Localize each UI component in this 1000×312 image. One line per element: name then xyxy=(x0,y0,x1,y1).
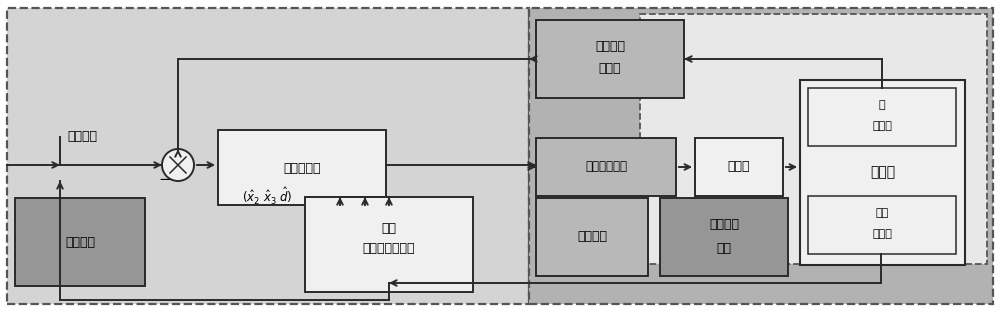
Bar xyxy=(808,88,956,146)
Text: 系统输入: 系统输入 xyxy=(67,130,97,144)
Bar xyxy=(529,8,993,304)
Circle shape xyxy=(162,149,194,181)
Text: 力传感器: 力传感器 xyxy=(595,41,625,53)
Bar xyxy=(536,20,684,98)
Text: 线性: 线性 xyxy=(382,222,396,235)
Text: 伺服阀放大板: 伺服阀放大板 xyxy=(585,160,627,173)
Bar xyxy=(808,196,956,254)
Text: −: − xyxy=(159,173,171,188)
Text: 液压驱动: 液压驱动 xyxy=(709,218,739,232)
Bar xyxy=(800,80,965,265)
Text: 滑模控制器: 滑模控制器 xyxy=(283,162,321,174)
Text: 控制系统: 控制系统 xyxy=(65,236,95,248)
Text: 传感器: 传感器 xyxy=(872,229,892,239)
Text: 伺服阀: 伺服阀 xyxy=(728,160,750,173)
Text: 力: 力 xyxy=(879,100,885,110)
Text: 扩张状态观测器: 扩张状态观测器 xyxy=(363,241,415,255)
Bar xyxy=(695,138,783,196)
Text: $(\hat{x}_2\ \hat{x}_3\ \hat{d})$: $(\hat{x}_2\ \hat{x}_3\ \hat{d})$ xyxy=(242,185,293,207)
Text: 传感器: 传感器 xyxy=(872,121,892,131)
Text: 位移: 位移 xyxy=(875,208,889,218)
Bar xyxy=(218,130,386,205)
Bar xyxy=(660,198,788,276)
Bar xyxy=(536,198,648,276)
Text: 单元: 单元 xyxy=(716,241,732,255)
Bar xyxy=(15,198,145,286)
Bar xyxy=(640,14,987,264)
Text: 液压缸: 液压缸 xyxy=(870,165,896,179)
Bar xyxy=(536,138,676,196)
Text: 放大板: 放大板 xyxy=(599,61,621,75)
Text: 物理系统: 物理系统 xyxy=(577,231,607,243)
Bar xyxy=(7,8,529,304)
Bar xyxy=(305,197,473,292)
